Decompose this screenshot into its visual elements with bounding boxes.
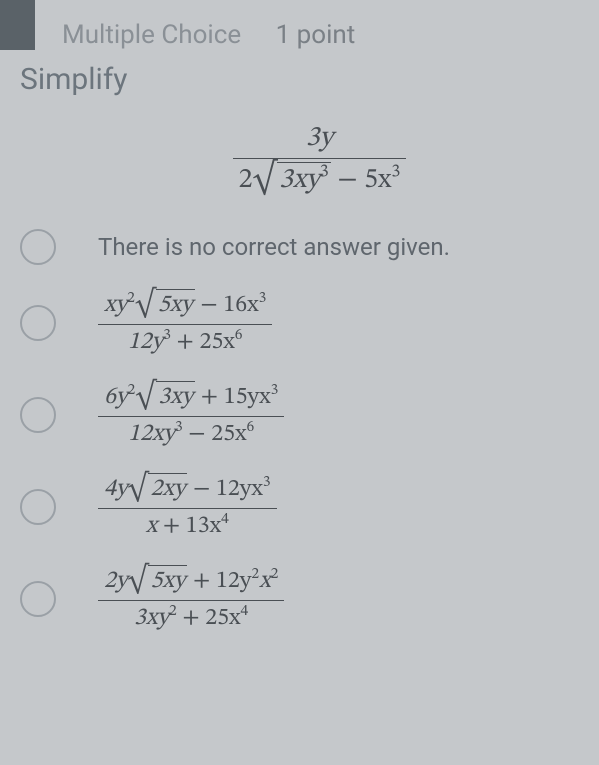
expr-denominator: 23xy3 − 5x3 [233,159,407,199]
question-points: 1 point [276,20,356,50]
question-prompt: Simplify [0,50,599,97]
options-list: There is no correct answer given. xy25xy… [0,229,599,633]
option-2-expression: xy25xy − 16x3 12y3 + 25x6 [98,289,272,357]
option-3-expression: 6y23xy + 15yx3 12xy3 − 25x6 [98,381,284,449]
radio-icon[interactable] [20,489,56,525]
radio-icon[interactable] [20,581,56,617]
corner-tab [0,0,35,50]
option-1[interactable]: There is no correct answer given. [0,229,599,265]
option-2[interactable]: xy25xy − 16x3 12y3 + 25x6 [0,289,599,357]
option-5[interactable]: 2y5xy + 12y2x2 3xy2 + 25x4 [0,565,599,633]
option-3[interactable]: 6y23xy + 15yx3 12xy3 − 25x6 [0,381,599,449]
question-expression: 3y 23xy3 − 5x3 [0,121,599,199]
option-1-label: There is no correct answer given. [98,233,450,261]
expr-numerator: 3y [306,124,333,152]
radio-icon[interactable] [20,229,56,265]
question-type: Multiple Choice [62,20,241,50]
radio-icon[interactable] [20,397,56,433]
question-header: Multiple Choice 1 point [0,0,599,50]
radio-icon[interactable] [20,305,56,341]
option-4-expression: 4y2xy − 12yx3 x + 13x4 [98,473,277,541]
option-4[interactable]: 4y2xy − 12yx3 x + 13x4 [0,473,599,541]
option-5-expression: 2y5xy + 12y2x2 3xy2 + 25x4 [98,565,284,633]
